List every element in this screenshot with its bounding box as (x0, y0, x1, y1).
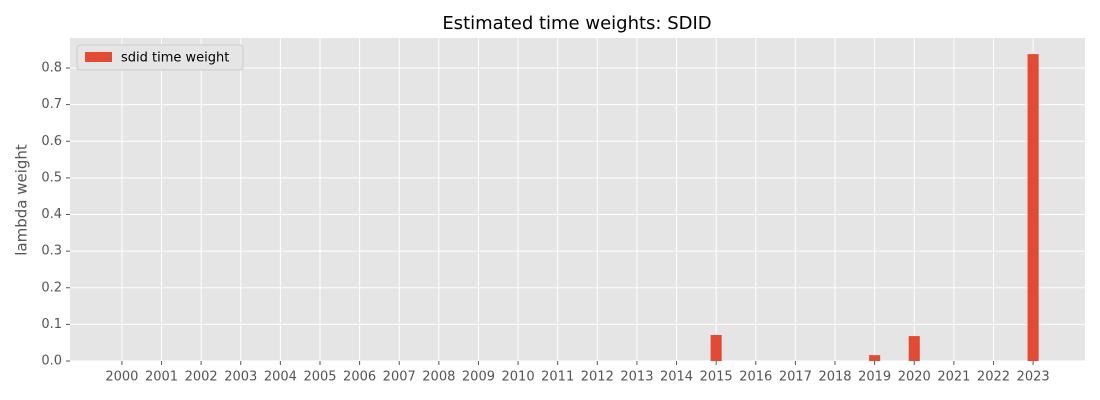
x-tick-label: 2023 (1017, 370, 1050, 385)
legend-text: sdid time weight (121, 51, 229, 66)
x-tick-label: 2020 (898, 370, 931, 385)
x-tick-label: 2003 (224, 370, 257, 385)
x-tick-label: 2002 (185, 370, 218, 385)
grid (70, 38, 1085, 362)
x-tick-label: 2006 (343, 370, 376, 385)
x-tick-label: 2014 (660, 370, 693, 385)
x-tick-label: 2018 (818, 370, 851, 385)
plot-area (70, 38, 1085, 361)
x-tick-label: 2008 (422, 370, 455, 385)
bar (869, 355, 881, 361)
legend-swatch (85, 52, 112, 62)
x-tick-label: 2001 (145, 370, 178, 385)
y-tick-label: 0.5 (41, 170, 62, 185)
x-tick-label: 2017 (779, 370, 812, 385)
bar (908, 336, 920, 361)
x-tick-label: 2013 (620, 370, 653, 385)
y-tick-label: 0.4 (41, 207, 62, 222)
y-axis-label: lambda weight (13, 144, 31, 256)
bar (1027, 54, 1039, 362)
x-tick-label: 2019 (858, 370, 891, 385)
marks (710, 54, 1039, 362)
y-tick-label: 0.2 (41, 280, 62, 295)
x-tick-label: 2010 (502, 370, 535, 385)
x-tick-label: 2000 (105, 370, 138, 385)
legend (76, 44, 244, 71)
x-tick-label: 2004 (264, 370, 297, 385)
x-tick-label: 2009 (462, 370, 495, 385)
x-tick-label: 2022 (977, 370, 1010, 385)
y-tick-label: 0.7 (41, 97, 62, 112)
x-tick-label: 2007 (383, 370, 416, 385)
x-tick-label: 2021 (937, 370, 970, 385)
bar (710, 334, 722, 361)
y-tick-label: 0.6 (41, 134, 62, 149)
y-tick-label: 0.0 (41, 354, 62, 369)
y-tick-label: 0.3 (41, 244, 62, 259)
x-tick-label: 2011 (541, 370, 574, 385)
x-tick-label: 2015 (700, 370, 733, 385)
y-tick-label: 0.1 (41, 317, 62, 332)
chart-title: Estimated time weights: SDID (442, 13, 711, 34)
y-tick-label: 0.8 (41, 61, 62, 76)
x-tick-label: 2005 (303, 370, 336, 385)
x-tick-label: 2012 (581, 370, 614, 385)
x-tick-label: 2016 (739, 370, 772, 385)
